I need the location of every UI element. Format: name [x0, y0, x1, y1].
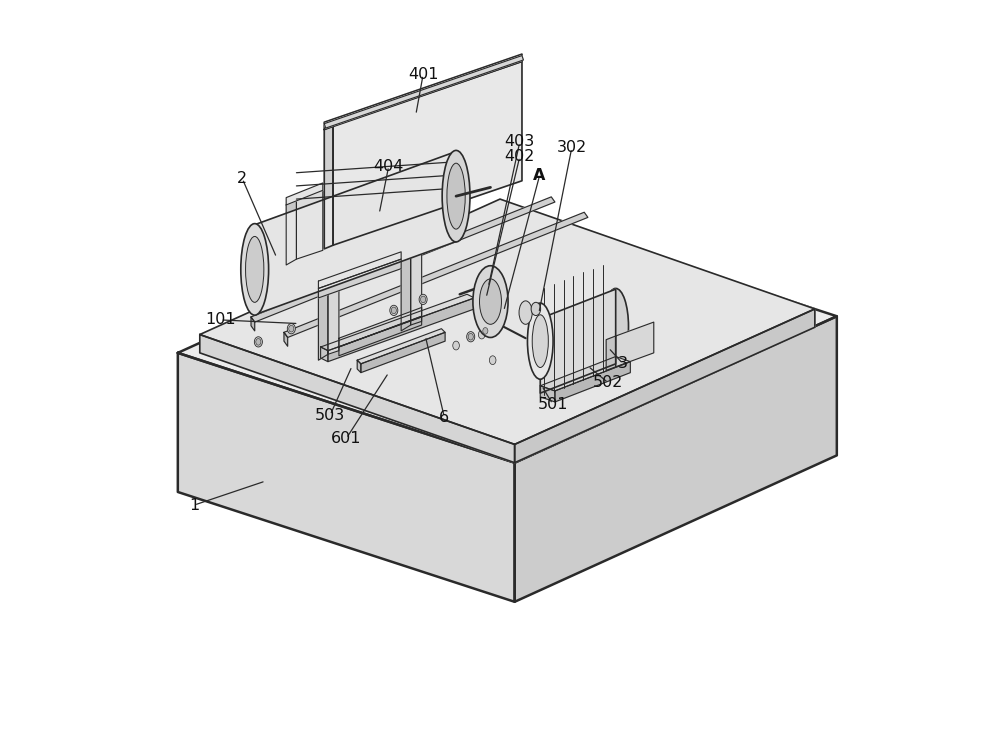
- Ellipse shape: [489, 356, 496, 365]
- Ellipse shape: [246, 237, 264, 302]
- Text: 403: 403: [505, 135, 535, 149]
- Polygon shape: [555, 362, 630, 402]
- Polygon shape: [251, 317, 255, 331]
- Ellipse shape: [447, 163, 465, 229]
- Polygon shape: [616, 322, 654, 367]
- Polygon shape: [324, 126, 333, 249]
- Ellipse shape: [287, 323, 295, 334]
- Ellipse shape: [481, 326, 489, 336]
- Ellipse shape: [289, 326, 294, 332]
- Ellipse shape: [256, 339, 261, 345]
- Ellipse shape: [527, 303, 553, 379]
- Ellipse shape: [442, 151, 470, 242]
- Polygon shape: [286, 183, 323, 205]
- Ellipse shape: [391, 307, 396, 314]
- Polygon shape: [284, 212, 588, 337]
- Text: 501: 501: [537, 397, 568, 412]
- Text: 1: 1: [189, 498, 199, 512]
- Ellipse shape: [241, 223, 269, 315]
- Polygon shape: [318, 270, 339, 287]
- Text: 503: 503: [315, 408, 345, 423]
- Ellipse shape: [421, 296, 426, 303]
- Text: 101: 101: [205, 312, 236, 327]
- Polygon shape: [318, 281, 328, 360]
- Polygon shape: [321, 294, 474, 351]
- Ellipse shape: [519, 301, 532, 324]
- Polygon shape: [178, 353, 515, 602]
- Polygon shape: [540, 386, 555, 402]
- Polygon shape: [200, 334, 515, 463]
- Polygon shape: [251, 197, 555, 322]
- Ellipse shape: [390, 305, 398, 315]
- Ellipse shape: [531, 302, 541, 315]
- Ellipse shape: [419, 294, 427, 304]
- Polygon shape: [286, 199, 296, 265]
- Polygon shape: [411, 248, 422, 325]
- Polygon shape: [324, 54, 522, 129]
- Polygon shape: [324, 56, 523, 128]
- Text: A: A: [533, 168, 546, 183]
- Text: 401: 401: [408, 67, 438, 82]
- Polygon shape: [515, 316, 837, 602]
- Ellipse shape: [603, 288, 629, 365]
- Ellipse shape: [479, 279, 501, 324]
- Ellipse shape: [483, 328, 488, 334]
- Ellipse shape: [478, 330, 485, 339]
- Polygon shape: [361, 332, 445, 373]
- Ellipse shape: [473, 266, 508, 337]
- Text: 502: 502: [593, 376, 624, 390]
- Ellipse shape: [468, 334, 473, 340]
- Polygon shape: [339, 307, 422, 347]
- Ellipse shape: [453, 341, 459, 350]
- Text: 404: 404: [374, 159, 404, 173]
- Polygon shape: [401, 241, 422, 258]
- Text: 2: 2: [237, 171, 247, 186]
- Text: 601: 601: [331, 431, 361, 446]
- Polygon shape: [318, 252, 401, 288]
- Polygon shape: [200, 199, 815, 445]
- Polygon shape: [401, 252, 411, 331]
- Polygon shape: [318, 259, 401, 298]
- Ellipse shape: [467, 331, 475, 342]
- Polygon shape: [357, 329, 445, 364]
- Polygon shape: [357, 360, 361, 373]
- Polygon shape: [540, 289, 616, 393]
- Ellipse shape: [254, 337, 262, 347]
- Polygon shape: [515, 309, 815, 463]
- Polygon shape: [606, 336, 616, 370]
- Text: 3: 3: [618, 356, 628, 371]
- Polygon shape: [540, 356, 630, 391]
- Polygon shape: [255, 151, 456, 315]
- Polygon shape: [339, 316, 422, 356]
- Polygon shape: [328, 277, 339, 354]
- Polygon shape: [284, 332, 288, 346]
- Polygon shape: [296, 190, 323, 259]
- Polygon shape: [328, 298, 474, 362]
- Text: 402: 402: [505, 149, 535, 164]
- Text: 302: 302: [557, 140, 587, 155]
- Polygon shape: [321, 347, 328, 362]
- Text: 6: 6: [439, 410, 449, 425]
- Polygon shape: [333, 62, 522, 245]
- Polygon shape: [178, 207, 837, 463]
- Ellipse shape: [532, 315, 548, 368]
